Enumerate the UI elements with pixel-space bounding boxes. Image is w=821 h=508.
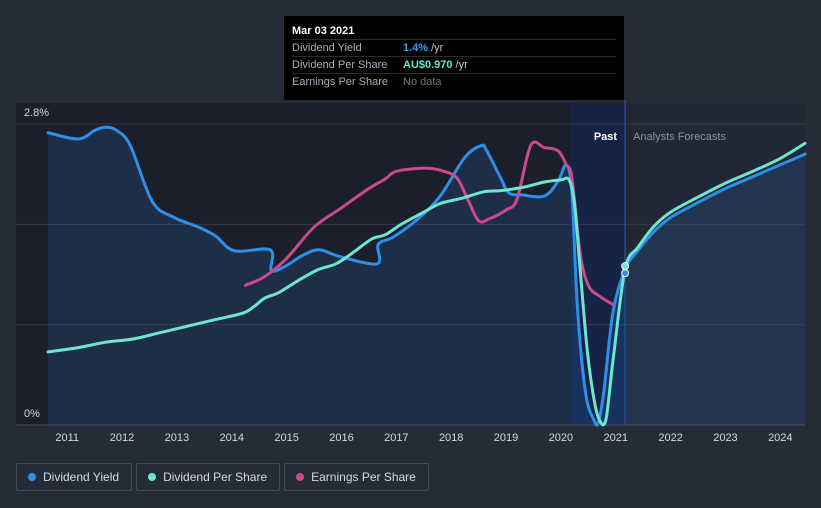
x-tick-label: 2015 bbox=[274, 432, 298, 444]
hover-marker-dividend-per-share bbox=[621, 262, 630, 271]
series-line-dividend-per-share bbox=[46, 141, 807, 427]
tooltip-label: Dividend Per Share bbox=[292, 59, 388, 71]
x-tick-label: 2023 bbox=[713, 432, 737, 444]
grid bbox=[16, 123, 805, 426]
tooltip-label: Earnings Per Share bbox=[292, 76, 388, 88]
tooltip-row-dividend-per-share: Dividend Per Share AU$0.970 /yr bbox=[292, 56, 616, 73]
forecast-label: Analysts Forecasts bbox=[633, 131, 726, 143]
hover-marker-dividend-yield bbox=[621, 269, 630, 278]
tooltip-value: 1.4% bbox=[403, 42, 429, 54]
x-tick-label: 2011 bbox=[55, 432, 79, 444]
y-tick-label: 2.8% bbox=[24, 107, 49, 119]
tooltip-row-earnings-per-share: Earnings Per Share No data bbox=[292, 73, 616, 90]
x-tick-label: 2021 bbox=[604, 432, 628, 444]
legend-label: Dividend Per Share bbox=[163, 470, 268, 484]
legend-dot bbox=[28, 473, 36, 481]
x-tick-label: 2018 bbox=[439, 432, 463, 444]
x-tick-label: 2017 bbox=[384, 432, 408, 444]
dividend-yield-area bbox=[48, 127, 805, 426]
x-tick-label: 2012 bbox=[110, 432, 134, 444]
tooltip-unit: /yr bbox=[455, 59, 468, 71]
hover-markers bbox=[621, 262, 630, 278]
x-axis: 2011 2012 2013 2014 2015 2016 2017 2018 2019 2020… bbox=[55, 432, 792, 444]
y-tick-label: 0% bbox=[24, 408, 40, 420]
dividend-yield-area-fill bbox=[48, 127, 805, 426]
tooltip-row-dividend-yield: Dividend Yield 1.4% /yr bbox=[292, 39, 616, 56]
series-line-earnings-per-share bbox=[244, 140, 615, 307]
past-region bbox=[16, 103, 626, 425]
x-tick-label: 2020 bbox=[549, 432, 573, 444]
legend-item-earnings-per-share[interactable]: Earnings Per Share bbox=[284, 463, 429, 491]
legend-dot bbox=[296, 473, 305, 481]
x-tick-label: 2013 bbox=[165, 432, 189, 444]
legend-dot bbox=[148, 473, 157, 481]
x-tick-label: 2019 bbox=[494, 432, 518, 444]
tooltip-date: Mar 03 2021 bbox=[292, 25, 355, 37]
legend: Dividend Yield Dividend Per Share Earnin… bbox=[16, 463, 433, 491]
legend-item-dividend-per-share[interactable]: Dividend Per Share bbox=[136, 463, 281, 491]
legend-item-dividend-yield[interactable]: Dividend Yield bbox=[16, 463, 133, 491]
x-tick-label: 2022 bbox=[658, 432, 682, 444]
past-label: Past bbox=[594, 131, 618, 143]
tooltip-label: Dividend Yield bbox=[292, 42, 362, 54]
x-tick-label: 2016 bbox=[329, 432, 353, 444]
x-tick-label: 2014 bbox=[220, 432, 244, 444]
tooltip-value: No data bbox=[403, 76, 442, 88]
legend-label: Dividend Yield bbox=[43, 470, 120, 484]
tooltip-unit: /yr bbox=[431, 42, 444, 54]
y-axis: 2.8% 0% bbox=[24, 107, 49, 420]
tooltip: Mar 03 2021 Dividend Yield 1.4% /yr Divi… bbox=[284, 16, 624, 100]
tooltip-value: AU$0.970 bbox=[403, 59, 453, 71]
legend-label: Earnings Per Share bbox=[311, 470, 416, 484]
x-tick-label: 2024 bbox=[768, 432, 792, 444]
